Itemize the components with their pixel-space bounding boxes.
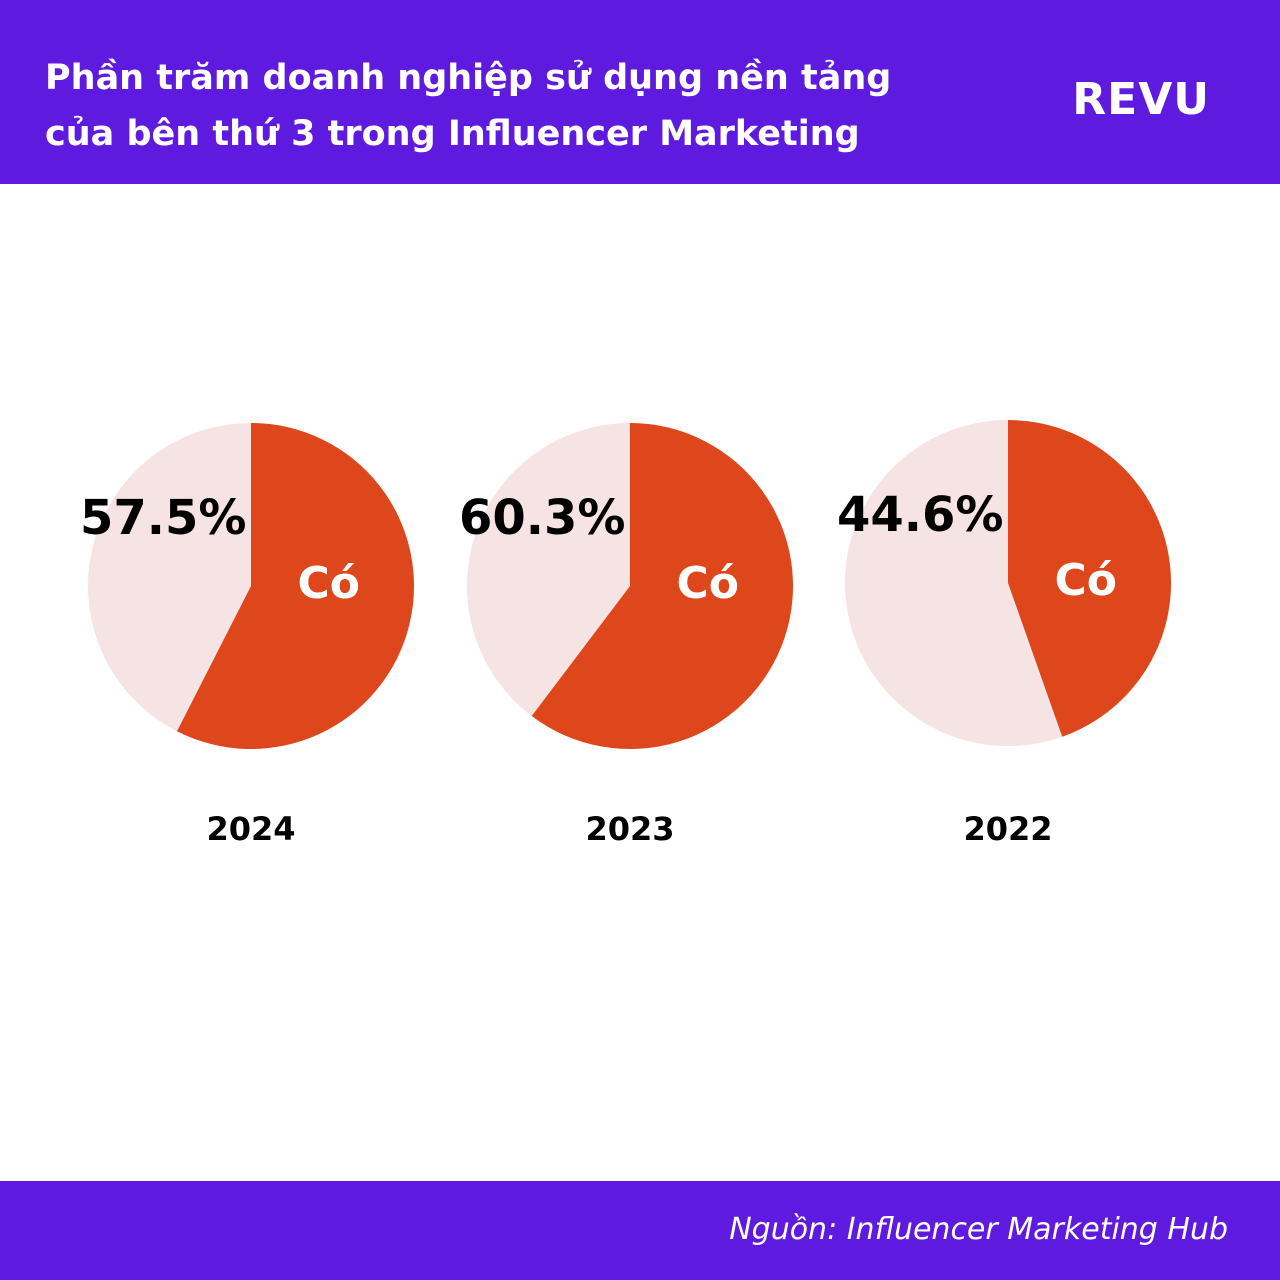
pie-svg bbox=[88, 423, 414, 749]
pie-year-label: 2024 bbox=[206, 810, 296, 848]
pie-svg bbox=[467, 423, 793, 749]
pie-svg bbox=[845, 420, 1171, 746]
brand-logo: REVU bbox=[1072, 74, 1210, 125]
pie-chart-2023 bbox=[467, 423, 793, 749]
pie-slice-label: Có bbox=[1054, 555, 1118, 606]
pie-chart-2024 bbox=[88, 423, 414, 749]
pie-slice-yes bbox=[176, 423, 414, 749]
source-note: Nguồn: Influencer Marketing Hub bbox=[729, 1212, 1228, 1247]
pie-slice-label: Có bbox=[297, 558, 361, 609]
pie-year-label: 2023 bbox=[585, 810, 675, 848]
pie-value-label: 57.5% bbox=[80, 490, 247, 546]
pie-slice-yes bbox=[531, 423, 793, 749]
footer-bar bbox=[0, 1181, 1280, 1280]
header-bar: Phần trăm doanh nghiệp sử dụng nền tảng … bbox=[0, 0, 1280, 184]
pie-slice-yes bbox=[1008, 420, 1171, 737]
pie-value-label: 44.6% bbox=[837, 487, 1004, 543]
pie-year-label: 2022 bbox=[963, 810, 1053, 848]
title-line-2: của bên thứ 3 trong Influencer Marketing bbox=[45, 114, 860, 154]
pie-value-label: 60.3% bbox=[459, 490, 626, 546]
title-line-1: Phần trăm doanh nghiệp sử dụng nền tảng bbox=[45, 58, 892, 98]
pie-chart-2022 bbox=[845, 420, 1171, 746]
pie-slice-label: Có bbox=[676, 558, 740, 609]
page-title: Phần trăm doanh nghiệp sử dụng nền tảng … bbox=[45, 50, 1025, 162]
